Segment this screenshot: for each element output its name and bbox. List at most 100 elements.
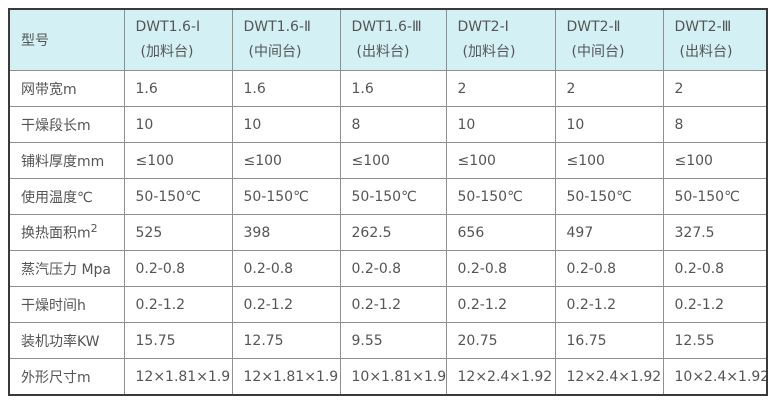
- data-cell: 50-150℃: [231, 178, 341, 215]
- row-label-superscript: 2: [90, 222, 98, 236]
- row-label-cell: 外形尺寸m: [8, 358, 125, 396]
- column-header: DWT2-Ⅰ (加料台): [445, 8, 556, 71]
- table-header: 型号 DWT1.6-Ⅰ (加料台) DWT1.6-Ⅱ (中间台) DWT1.6-Ⅲ (出料…: [8, 8, 768, 71]
- data-cell: 10×1.81×1.9: [339, 358, 447, 396]
- row-label-cell: 干燥时间h: [8, 286, 125, 323]
- column-model: DWT1.6-Ⅰ: [135, 19, 201, 35]
- data-cell: 2: [662, 70, 768, 107]
- data-cell: 525: [123, 214, 233, 251]
- row-label: 干燥时间h: [21, 297, 86, 314]
- column-header: DWT1.6-Ⅲ (出料台): [339, 8, 447, 71]
- data-cell: 50-150℃: [339, 178, 447, 215]
- data-cell: 0.2-1.2: [123, 286, 233, 323]
- data-cell: 50-150℃: [554, 178, 664, 215]
- data-cell: ≤100: [339, 142, 447, 179]
- data-cell: 0.2-0.8: [662, 250, 768, 287]
- data-cell: 0.2-1.2: [339, 286, 447, 323]
- column-model: DWT2-Ⅲ: [674, 19, 732, 35]
- data-cell: 12×1.81×1.9: [123, 358, 233, 396]
- data-cell: 0.2-1.2: [554, 286, 664, 323]
- data-cell: 656: [445, 214, 556, 251]
- data-cell: 10: [231, 106, 341, 143]
- column-station: (出料台): [356, 44, 410, 60]
- table-row: 干燥段长m 10 10 8 10 10 8: [8, 106, 768, 143]
- column-model: DWT1.6-Ⅲ: [351, 19, 422, 35]
- header-label: 型号: [21, 33, 49, 49]
- data-cell: 327.5: [662, 214, 768, 251]
- data-cell: 497: [554, 214, 664, 251]
- row-label: 干燥段长m: [21, 117, 91, 134]
- column-station: (加料台): [140, 44, 194, 60]
- data-cell: 0.2-0.8: [339, 250, 447, 287]
- data-cell: 10: [554, 106, 664, 143]
- column-station: (加料台): [462, 44, 516, 60]
- data-cell: 12×2.4×1.92: [445, 358, 556, 396]
- table-row: 干燥时间h 0.2-1.2 0.2-1.2 0.2-1.2 0.2-1.2 0.2-1.2…: [8, 286, 768, 323]
- column-model: DWT1.6-Ⅱ: [243, 19, 311, 35]
- row-label-cell: 使用温度℃: [8, 178, 125, 215]
- table-row: 外形尺寸m 12×1.81×1.9 12×1.81×1.9 10×1.81×1.9 12…: [8, 358, 768, 396]
- data-cell: 262.5: [339, 214, 447, 251]
- data-cell: 12.75: [231, 322, 341, 359]
- data-cell: 9.55: [339, 322, 447, 359]
- column-header: DWT2-Ⅱ (中间台): [554, 8, 664, 71]
- column-header: DWT1.6-Ⅰ (加料台): [123, 8, 233, 71]
- data-cell: 1.6: [123, 70, 233, 107]
- data-cell: 2: [554, 70, 664, 107]
- table-row: 使用温度℃ 50-150℃ 50-150℃ 50-150℃ 50-150℃ 50-150℃…: [8, 178, 768, 215]
- row-label: 使用温度℃: [21, 189, 93, 206]
- row-label-cell: 网带宽m: [8, 70, 125, 107]
- data-cell: 50-150℃: [445, 178, 556, 215]
- column-model: DWT2-Ⅰ: [457, 19, 509, 35]
- data-cell: ≤100: [554, 142, 664, 179]
- row-label: 装机功率KW: [21, 333, 100, 350]
- data-cell: 0.2-0.8: [231, 250, 341, 287]
- data-cell: 10: [445, 106, 556, 143]
- data-cell: 8: [662, 106, 768, 143]
- data-cell: 50-150℃: [662, 178, 768, 215]
- row-label-cell: 干燥段长m: [8, 106, 125, 143]
- table-row: 蒸汽压力 Mpa 0.2-0.8 0.2-0.8 0.2-0.8 0.2-0.8 0.2-…: [8, 250, 768, 287]
- data-cell: 0.2-0.8: [123, 250, 233, 287]
- table-row: 装机功率KW 15.75 12.75 9.55 20.75 16.75 12.55: [8, 322, 768, 359]
- row-label-cell: 装机功率KW: [8, 322, 125, 359]
- column-station: (中间台): [248, 44, 302, 60]
- data-cell: 20.75: [445, 322, 556, 359]
- data-cell: 0.2-0.8: [554, 250, 664, 287]
- row-label: 蒸汽压力 Mpa: [21, 261, 111, 278]
- data-cell: 16.75: [554, 322, 664, 359]
- data-cell: 12×1.81×1.9: [231, 358, 341, 396]
- data-cell: 8: [339, 106, 447, 143]
- row-label: 铺料厚度mm: [21, 153, 105, 170]
- data-cell: 0.2-0.8: [445, 250, 556, 287]
- data-cell: 12.55: [662, 322, 768, 359]
- row-label: 外形尺寸m: [21, 369, 91, 386]
- data-cell: ≤100: [445, 142, 556, 179]
- data-cell: 1.6: [231, 70, 341, 107]
- header-label-cell: 型号: [8, 8, 125, 71]
- row-label: 网带宽m: [21, 81, 77, 98]
- table-row: 换热面积m2 525 398 262.5 656 497 327.5: [8, 214, 768, 251]
- table-row: 网带宽m 1.6 1.6 1.6 2 2 2: [8, 70, 768, 107]
- data-cell: 10×2.4×1.92: [662, 358, 768, 396]
- row-label-cell: 蒸汽压力 Mpa: [8, 250, 125, 287]
- data-cell: 398: [231, 214, 341, 251]
- data-cell: ≤100: [662, 142, 768, 179]
- column-header: DWT1.6-Ⅱ (中间台): [231, 8, 341, 71]
- data-cell: 15.75: [123, 322, 233, 359]
- data-cell: 2: [445, 70, 556, 107]
- data-cell: 0.2-1.2: [445, 286, 556, 323]
- spec-table: 型号 DWT1.6-Ⅰ (加料台) DWT1.6-Ⅱ (中间台) DWT1.6-Ⅲ (出料…: [8, 8, 768, 396]
- table-body: 网带宽m 1.6 1.6 1.6 2 2 2 干燥段长m 10 10 8 10 10 8 铺料厚度mm ≤10…: [8, 70, 768, 396]
- row-label-cell: 铺料厚度mm: [8, 142, 125, 179]
- data-cell: 10: [123, 106, 233, 143]
- column-station: (中间台): [571, 44, 625, 60]
- data-cell: 50-150℃: [123, 178, 233, 215]
- row-label: 换热面积m: [21, 225, 91, 242]
- column-model: DWT2-Ⅱ: [566, 19, 621, 35]
- data-cell: ≤100: [123, 142, 233, 179]
- header-row: 型号 DWT1.6-Ⅰ (加料台) DWT1.6-Ⅱ (中间台) DWT1.6-Ⅲ (出料…: [8, 8, 768, 71]
- data-cell: 12×2.4×1.92: [554, 358, 664, 396]
- column-header: DWT2-Ⅲ (出料台): [662, 8, 768, 71]
